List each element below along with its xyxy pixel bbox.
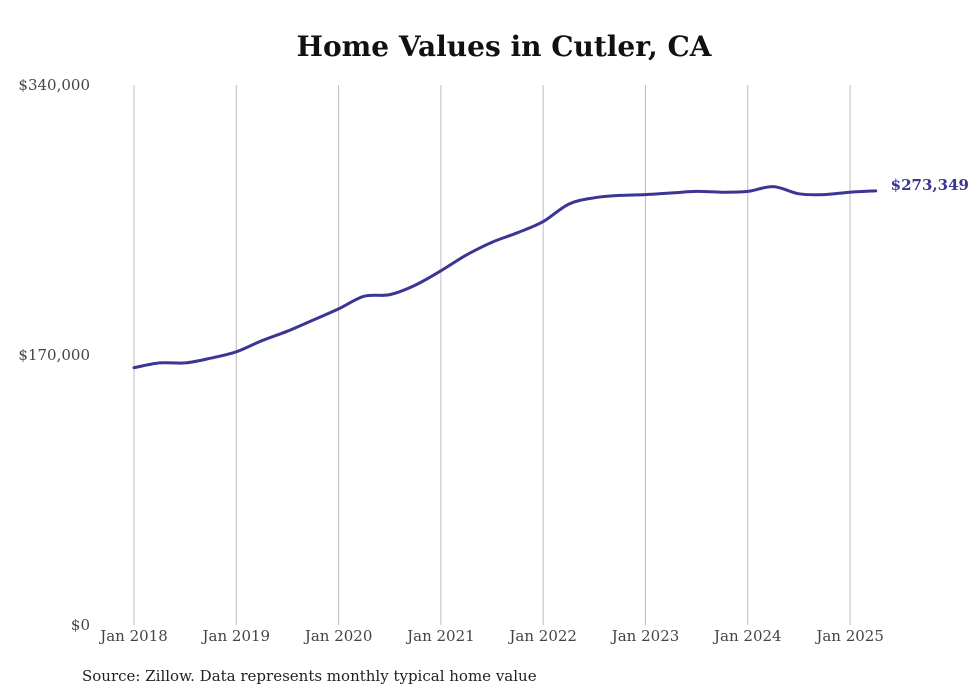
end-value-label: $273,349	[891, 176, 969, 194]
x-axis-ticks: Jan 2018 Jan 2019 Jan 2020 Jan 2021 Jan 2022…	[98, 627, 884, 645]
y-tick-label: $340,000	[18, 76, 90, 94]
source-note: Source: Zillow. Data represents monthly …	[82, 667, 537, 685]
x-tick-label: Jan 2019	[201, 627, 271, 645]
x-tick-label: Jan 2018	[98, 627, 168, 645]
x-tick-label: Jan 2021	[405, 627, 475, 645]
series-layer	[132, 185, 878, 370]
x-tick-label: Jan 2024	[712, 627, 782, 645]
series-line	[132, 185, 878, 370]
x-tick-label: Jan 2023	[610, 627, 680, 645]
y-tick-label: $0	[71, 616, 90, 634]
x-tick-label: Jan 2022	[507, 627, 577, 645]
x-tick-label: Jan 2025	[814, 627, 884, 645]
y-tick-label: $170,000	[18, 346, 90, 364]
y-axis-ticks: $0 $170,000 $340,000	[18, 76, 90, 634]
chart-title: Home Values in Cutler, CA	[296, 30, 712, 63]
x-tick-label: Jan 2020	[303, 627, 373, 645]
gridlines	[133, 85, 851, 625]
end-label-layer: $273,349	[891, 176, 969, 194]
